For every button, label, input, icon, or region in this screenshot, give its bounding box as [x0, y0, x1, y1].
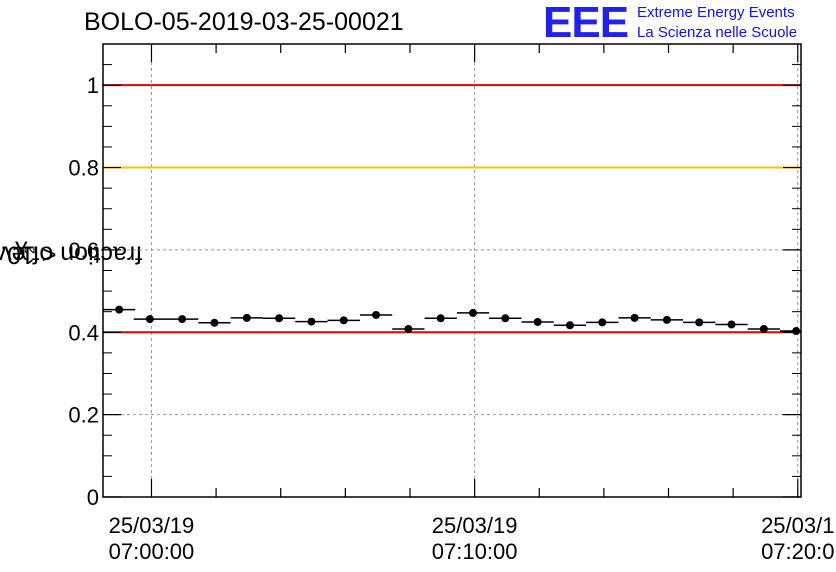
- data-point: [404, 324, 413, 333]
- data-point: [565, 321, 574, 330]
- data-point: [630, 313, 639, 322]
- data-point: [145, 315, 154, 324]
- x-tick-label-time: 07:10:00: [432, 539, 518, 564]
- y-tick-label: 1: [87, 73, 99, 98]
- data-point: [533, 317, 542, 326]
- logo-line-2: La Scienza nelle Scuole: [637, 24, 798, 41]
- x-tick-label-date: 25/03/1: [761, 513, 834, 538]
- data-point: [339, 316, 348, 325]
- plot-frame: [102, 43, 802, 498]
- eee-logo-mark: EEE: [543, 0, 629, 47]
- data-point: [695, 318, 704, 327]
- y-tick-label: 0.2: [68, 403, 99, 428]
- data-point: [759, 324, 768, 333]
- x-tick-label-date: 25/03/19: [432, 513, 518, 538]
- logo-line-1: Extreme Energy Events: [637, 4, 795, 21]
- data-point: [307, 317, 316, 326]
- data-point: [792, 327, 801, 336]
- y-tick-label: 0.4: [68, 320, 99, 345]
- y-tick-label: 0.6: [68, 238, 99, 263]
- chart-title: BOLO-05-2019-03-25-00021: [84, 8, 404, 36]
- data-point: [727, 320, 736, 329]
- y-tick-label: 0.8: [68, 156, 99, 181]
- x-tick-label-time: 07:00:00: [109, 539, 195, 564]
- y-tick-label: 0: [87, 485, 99, 510]
- data-point: [210, 318, 219, 327]
- x-tick-label-time: 07:20:0: [761, 539, 834, 564]
- data-point: [662, 315, 671, 324]
- x-tick-label-date: 25/03/19: [109, 513, 195, 538]
- data-point: [436, 314, 445, 323]
- data-point: [178, 315, 187, 324]
- data-point: [275, 314, 284, 323]
- data-point: [372, 310, 381, 319]
- data-point: [242, 313, 251, 322]
- data-point: [115, 305, 124, 314]
- data-point: [501, 314, 510, 323]
- data-point: [598, 318, 607, 327]
- data-point: [469, 308, 478, 317]
